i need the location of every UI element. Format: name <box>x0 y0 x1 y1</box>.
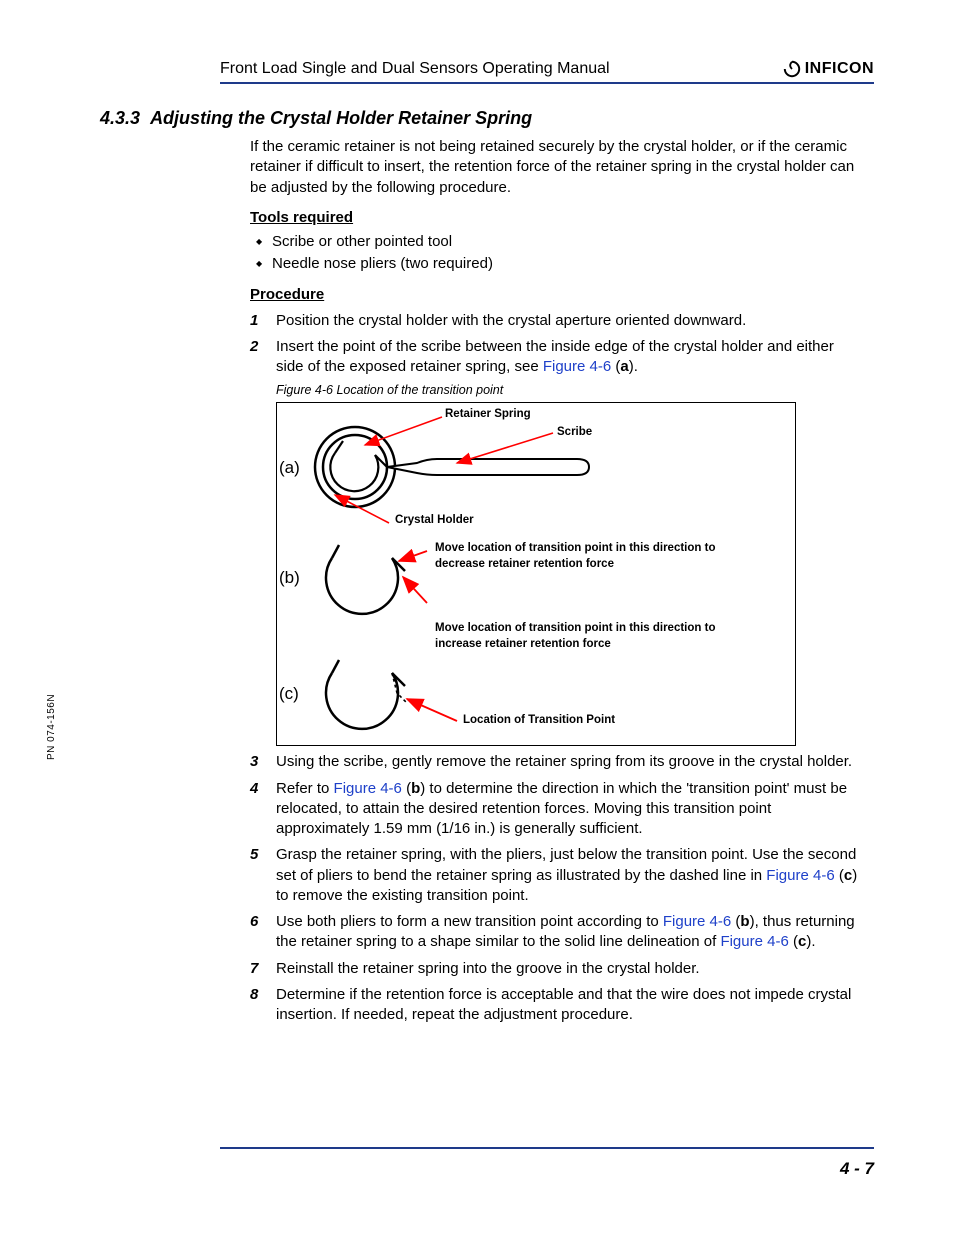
figure-svg <box>277 403 795 745</box>
figure-caption: Figure 4-6 Location of the transition po… <box>276 382 864 399</box>
figure-ref[interactable]: Figure 4-6 <box>766 867 834 884</box>
step-1: Position the crystal holder with the cry… <box>250 311 864 331</box>
figure-ref[interactable]: Figure 4-6 <box>334 780 402 797</box>
label-decrease: Move location of transition point in thi… <box>435 541 735 572</box>
tools-heading: Tools required <box>250 208 864 228</box>
intro-paragraph: If the ceramic retainer is not being ret… <box>250 137 864 198</box>
label-crystal-holder: Crystal Holder <box>395 513 474 529</box>
label-retainer-spring: Retainer Spring <box>445 407 531 423</box>
step-2: Insert the point of the scribe between t… <box>250 337 864 746</box>
step-5: Grasp the retainer spring, with the plie… <box>250 845 864 906</box>
procedure-list: Position the crystal holder with the cry… <box>250 311 864 1026</box>
procedure-heading: Procedure <box>250 285 864 305</box>
page-number: 4 - 7 <box>840 1159 874 1179</box>
list-item: Needle nose pliers (two required) <box>250 254 864 274</box>
figure-ref[interactable]: Figure 4-6 <box>543 358 611 375</box>
footer-rule <box>220 1147 874 1149</box>
panel-b-label: (b) <box>279 567 300 590</box>
doc-title: Front Load Single and Dual Sensors Opera… <box>220 60 610 78</box>
label-scribe: Scribe <box>557 425 592 441</box>
label-transition: Location of Transition Point <box>463 713 615 729</box>
step-8: Determine if the retention force is acce… <box>250 985 864 1026</box>
section-heading: 4.3.3 Adjusting the Crystal Holder Retai… <box>100 108 874 129</box>
panel-c-label: (c) <box>279 683 299 706</box>
panel-a-label: (a) <box>279 457 300 480</box>
tools-list: Scribe or other pointed tool Needle nose… <box>250 232 864 275</box>
figure-ref[interactable]: Figure 4-6 <box>720 933 788 950</box>
list-item: Scribe or other pointed tool <box>250 232 864 252</box>
step-6: Use both pliers to form a new transition… <box>250 912 864 953</box>
brand-text: INFICON <box>805 60 874 78</box>
page-header: Front Load Single and Dual Sensors Opera… <box>220 60 874 84</box>
step-7: Reinstall the retainer spring into the g… <box>250 959 864 979</box>
step-3: Using the scribe, gently remove the reta… <box>250 752 864 772</box>
label-increase: Move location of transition point in thi… <box>435 621 735 652</box>
step-4: Refer to Figure 4-6 (b) to determine the… <box>250 779 864 840</box>
logo-icon <box>783 60 801 78</box>
brand-logo: INFICON <box>783 60 874 78</box>
figure-ref[interactable]: Figure 4-6 <box>663 913 731 930</box>
figure-4-6: (a) (b) (c) Retainer Spring Scribe Cryst… <box>276 402 796 746</box>
part-number: PN 074-156N <box>46 694 57 760</box>
